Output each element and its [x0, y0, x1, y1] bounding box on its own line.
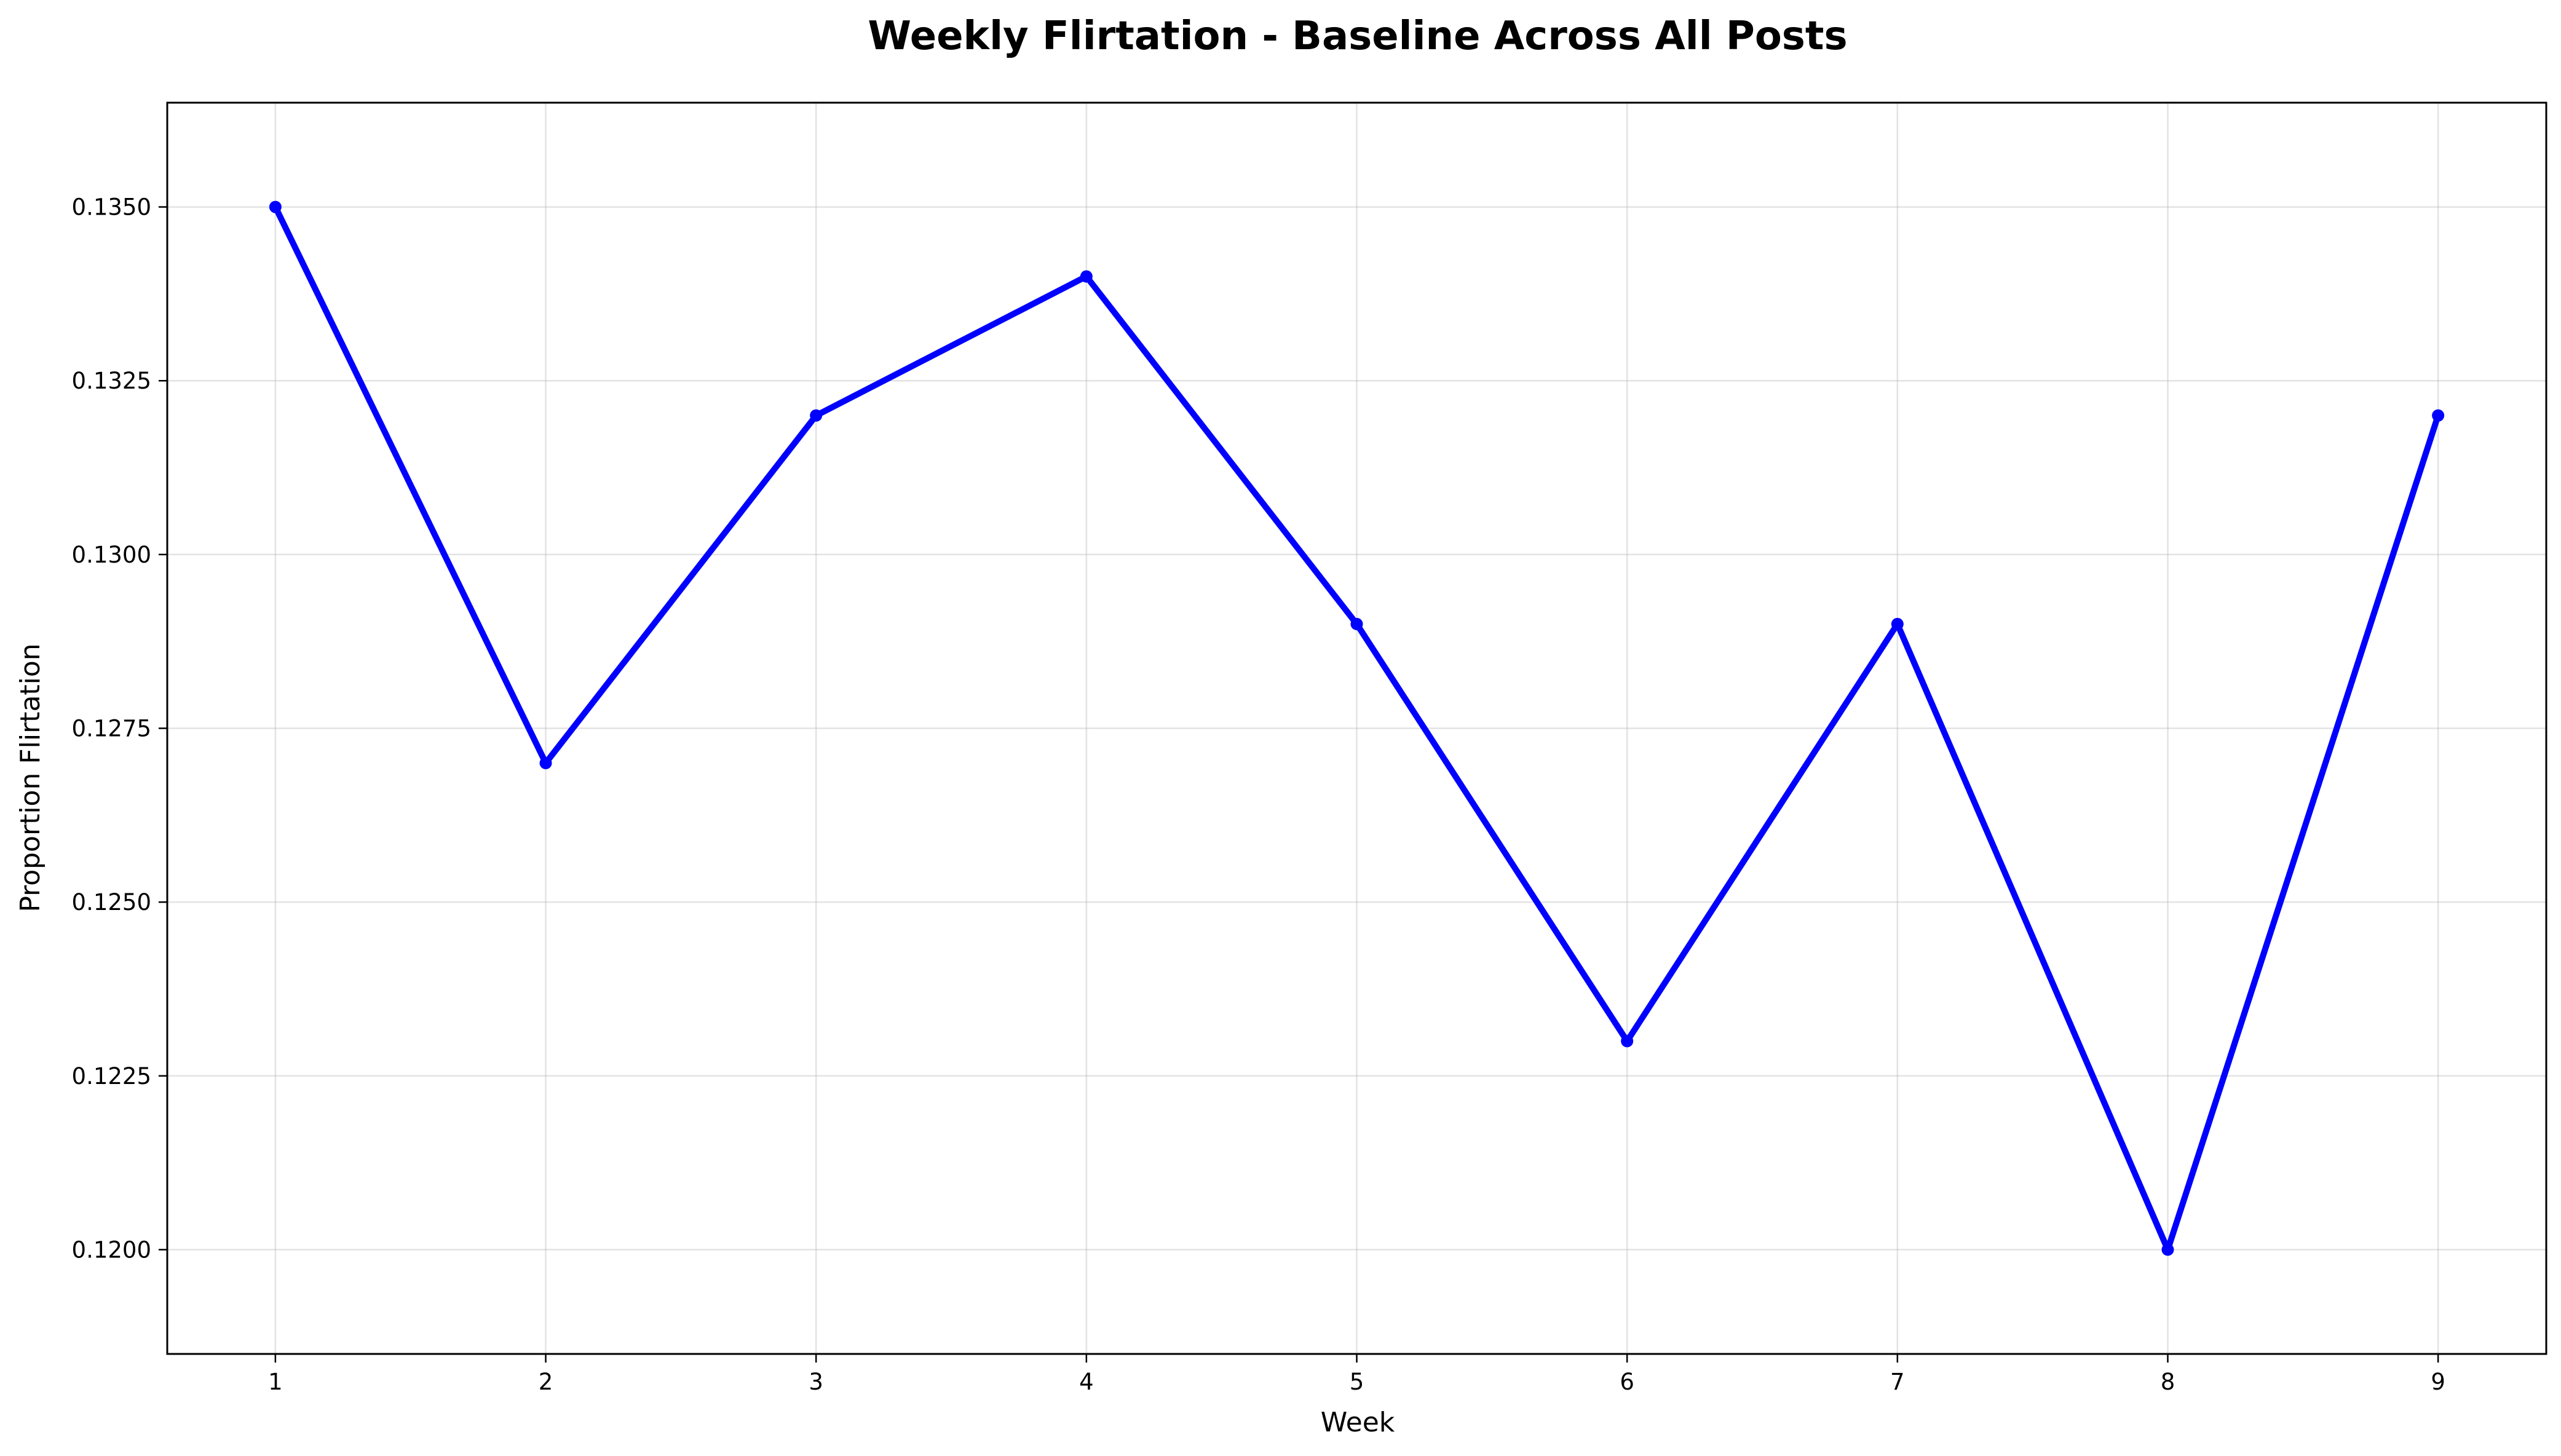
x-tick-label: 8	[2161, 1369, 2175, 1395]
data-point	[269, 200, 282, 213]
data-point	[2161, 1243, 2174, 1256]
x-tick-label: 3	[809, 1369, 823, 1395]
series-layer	[269, 200, 2445, 1256]
data-point	[539, 757, 552, 770]
x-tick-label: 2	[539, 1369, 553, 1395]
data-point	[1621, 1035, 1634, 1048]
x-tick-label: 6	[1620, 1369, 1634, 1395]
y-tick-label: 0.1300	[72, 542, 151, 568]
y-axis-label: Proportion Flirtation	[15, 643, 46, 912]
ticks-layer: 1 2 3 4 5 6 7 8 9 0.1200 0.1225 0.1250 0.1275 0.1300 0…	[72, 194, 2445, 1395]
y-tick-label: 0.1275	[72, 716, 151, 742]
x-tick-label: 7	[1890, 1369, 1905, 1395]
data-point	[810, 409, 823, 422]
data-point	[2432, 409, 2445, 422]
data-point	[1350, 617, 1363, 630]
y-tick-label: 0.1225	[72, 1063, 151, 1090]
grid-layer	[167, 103, 2546, 1354]
x-axis-label: Week	[1321, 1407, 1395, 1438]
y-tick-label: 0.1350	[72, 194, 151, 221]
x-tick-label: 9	[2431, 1369, 2445, 1395]
chart-title: Weekly Flirtation - Baseline Across All …	[868, 14, 1847, 59]
x-tick-label: 1	[268, 1369, 283, 1395]
y-tick-label: 0.1325	[72, 368, 151, 394]
y-tick-label: 0.1250	[72, 889, 151, 916]
x-tick-label: 4	[1079, 1369, 1094, 1395]
y-tick-label: 0.1200	[72, 1236, 151, 1263]
data-point	[1080, 270, 1093, 283]
data-point	[1891, 617, 1904, 630]
x-tick-label: 5	[1350, 1369, 1364, 1395]
